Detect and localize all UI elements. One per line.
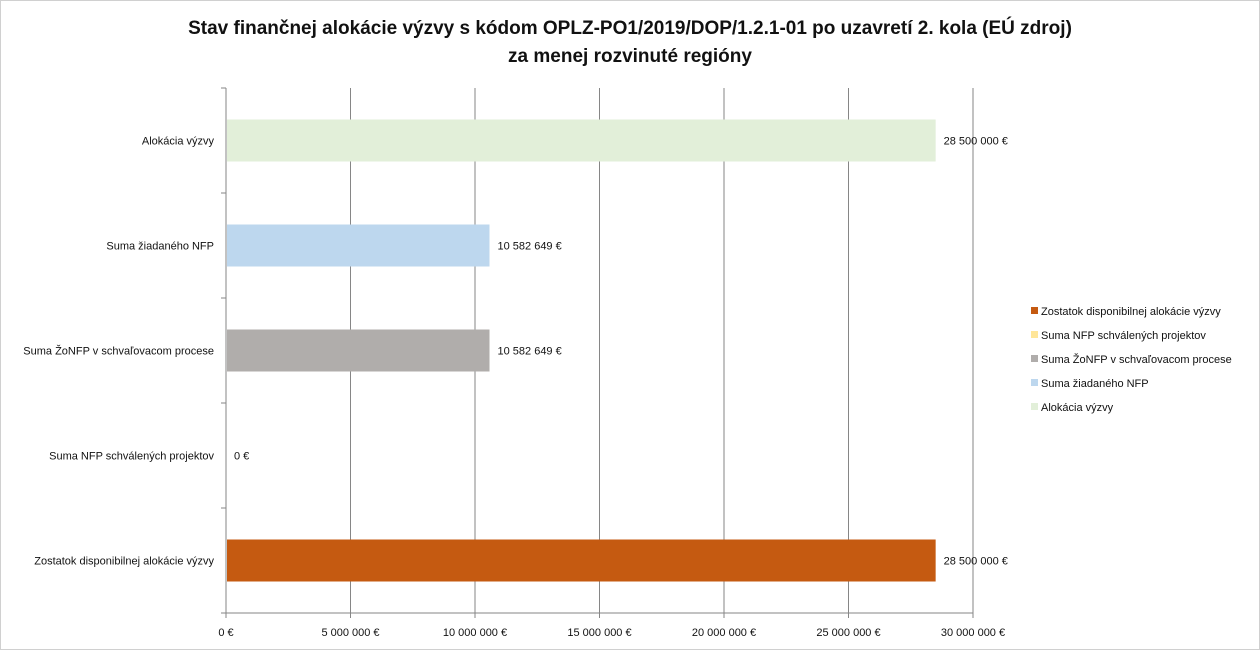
data-label: 0 € bbox=[234, 451, 249, 463]
legend-label: Suma žiadaného NFP bbox=[1041, 378, 1149, 390]
x-tick-label: 10 000 000 € bbox=[443, 627, 507, 639]
category-label: Suma ŽoNFP v schvaľovacom procese bbox=[23, 345, 214, 358]
bar bbox=[227, 224, 490, 267]
x-tick-label: 15 000 000 € bbox=[567, 627, 631, 639]
legend-swatch bbox=[1031, 331, 1038, 338]
chart-title-line1: Stav finančnej alokácie výzvy s kódom OP… bbox=[188, 18, 1072, 39]
legend-label: Zostatok disponibilnej alokácie výzvy bbox=[1041, 306, 1221, 318]
category-label: Alokácia výzvy bbox=[142, 136, 215, 148]
x-tick-label: 0 € bbox=[218, 627, 233, 639]
chart-subtitle: za menej rozvinuté regióny bbox=[508, 46, 752, 67]
x-tick-label: 20 000 000 € bbox=[692, 627, 756, 639]
x-tick-label: 5 000 000 € bbox=[321, 627, 379, 639]
x-tick-label: 30 000 000 € bbox=[941, 627, 1005, 639]
data-label: 28 500 000 € bbox=[944, 136, 1008, 148]
x-tick-label: 25 000 000 € bbox=[816, 627, 880, 639]
legend-label: Suma NFP schválených projektov bbox=[1041, 330, 1206, 342]
chart-title: Stav finančnej alokácie výzvy s kódom OP… bbox=[1, 15, 1259, 71]
bar bbox=[227, 539, 936, 582]
category-label: Suma žiadaného NFP bbox=[106, 241, 214, 253]
legend-label: Alokácia výzvy bbox=[1041, 402, 1114, 414]
legend-swatch bbox=[1031, 403, 1038, 410]
legend-swatch bbox=[1031, 307, 1038, 314]
bar bbox=[227, 329, 490, 372]
category-label: Suma NFP schválených projektov bbox=[49, 451, 214, 463]
category-label: Zostatok disponibilnej alokácie výzvy bbox=[34, 556, 214, 568]
legend-swatch bbox=[1031, 379, 1038, 386]
data-label: 28 500 000 € bbox=[944, 556, 1008, 568]
bar bbox=[227, 119, 936, 162]
legend-label: Suma ŽoNFP v schvaľovacom procese bbox=[1041, 353, 1232, 366]
data-label: 10 582 649 € bbox=[498, 346, 562, 358]
legend-swatch bbox=[1031, 355, 1038, 362]
data-label: 10 582 649 € bbox=[498, 241, 562, 253]
